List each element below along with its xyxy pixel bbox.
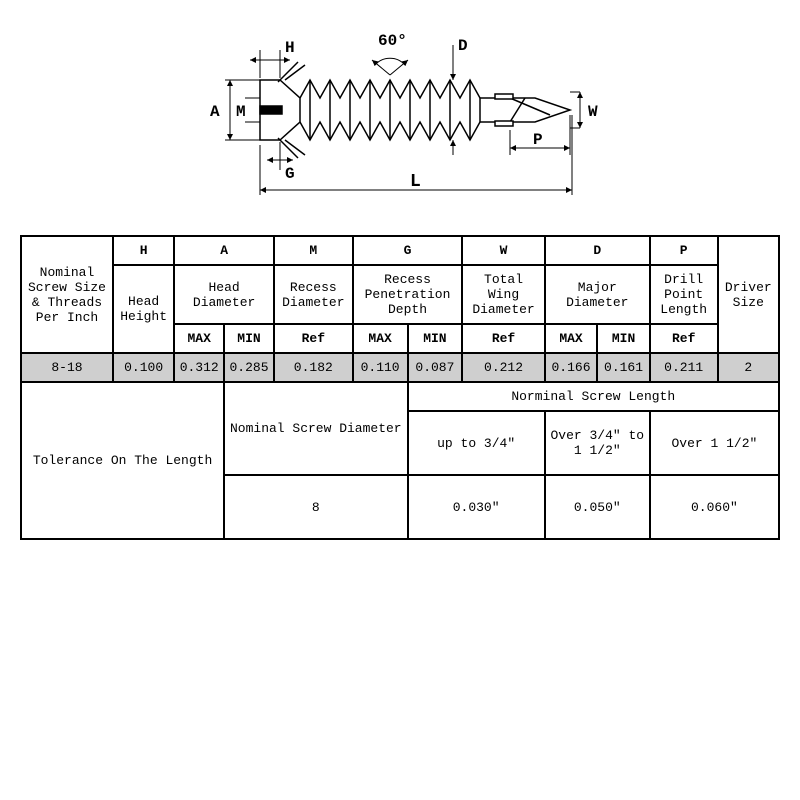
- A-min-h: MIN: [224, 324, 274, 353]
- nominal-length-label: Norminal Screw Length: [408, 382, 780, 411]
- spec-table: Nominal Screw Size & Threads Per Inch H …: [20, 235, 780, 540]
- svg-text:D: D: [458, 37, 468, 55]
- svg-text:A: A: [210, 103, 220, 121]
- head-height-label: Head Height: [113, 265, 174, 353]
- M-ref-h: Ref: [274, 324, 353, 353]
- val-Dmin: 0.161: [597, 353, 650, 382]
- head-diameter-label: Head Diameter: [174, 265, 274, 324]
- A-max-h: MAX: [174, 324, 224, 353]
- G-max-h: MAX: [353, 324, 408, 353]
- col-driver-size: Driver Size: [718, 236, 779, 353]
- tol-0: 0.030": [408, 475, 545, 539]
- tol-1: 0.050": [545, 475, 650, 539]
- recess-diameter-label: Recess Diameter: [274, 265, 353, 324]
- len-h-2: Over 1 1/2": [650, 411, 779, 475]
- svg-text:H: H: [285, 39, 295, 57]
- svg-text:P: P: [533, 131, 543, 149]
- P-ref-h: Ref: [650, 324, 718, 353]
- D-max-h: MAX: [545, 324, 598, 353]
- val-H: 0.100: [113, 353, 174, 382]
- val-Wref: 0.212: [462, 353, 544, 382]
- col-W: W: [462, 236, 544, 265]
- col-A: A: [174, 236, 274, 265]
- col-M: M: [274, 236, 353, 265]
- svg-text:G: G: [285, 165, 295, 183]
- svg-text:60°: 60°: [378, 32, 407, 50]
- val-Gmax: 0.110: [353, 353, 408, 382]
- screw-diagram: A M H G 60° D W P L: [10, 20, 790, 215]
- val-driver: 2: [718, 353, 779, 382]
- val-size: 8-18: [21, 353, 113, 382]
- wing-diameter-label: Total Wing Diameter: [462, 265, 544, 324]
- drill-point-label: Drill Point Length: [650, 265, 718, 324]
- diam-val: 8: [224, 475, 407, 539]
- col-nominal-label: Nominal Screw Size & Threads Per Inch: [21, 236, 113, 353]
- major-diameter-label: Major Diameter: [545, 265, 650, 324]
- W-ref-h: Ref: [462, 324, 544, 353]
- D-min-h: MIN: [597, 324, 650, 353]
- col-H: H: [113, 236, 174, 265]
- col-D: D: [545, 236, 650, 265]
- nominal-diameter-label: Nominal Screw Diameter: [224, 382, 407, 475]
- val-Dmax: 0.166: [545, 353, 598, 382]
- val-Amin: 0.285: [224, 353, 274, 382]
- svg-text:W: W: [588, 103, 598, 121]
- val-Amax: 0.312: [174, 353, 224, 382]
- len-h-0: up to 3/4": [408, 411, 545, 475]
- tolerance-label: Tolerance On The Length: [21, 382, 224, 539]
- col-P: P: [650, 236, 718, 265]
- len-h-1: Over 3/4" to 1 1/2": [545, 411, 650, 475]
- val-Mref: 0.182: [274, 353, 353, 382]
- svg-text:L: L: [410, 172, 421, 192]
- val-Pref: 0.211: [650, 353, 718, 382]
- svg-text:M: M: [236, 103, 246, 121]
- screw-svg: A M H G 60° D W P L: [150, 20, 650, 210]
- val-Gmin: 0.087: [408, 353, 463, 382]
- col-G: G: [353, 236, 463, 265]
- G-min-h: MIN: [408, 324, 463, 353]
- tol-2: 0.060": [650, 475, 779, 539]
- recess-depth-label: Recess Penetration Depth: [353, 265, 463, 324]
